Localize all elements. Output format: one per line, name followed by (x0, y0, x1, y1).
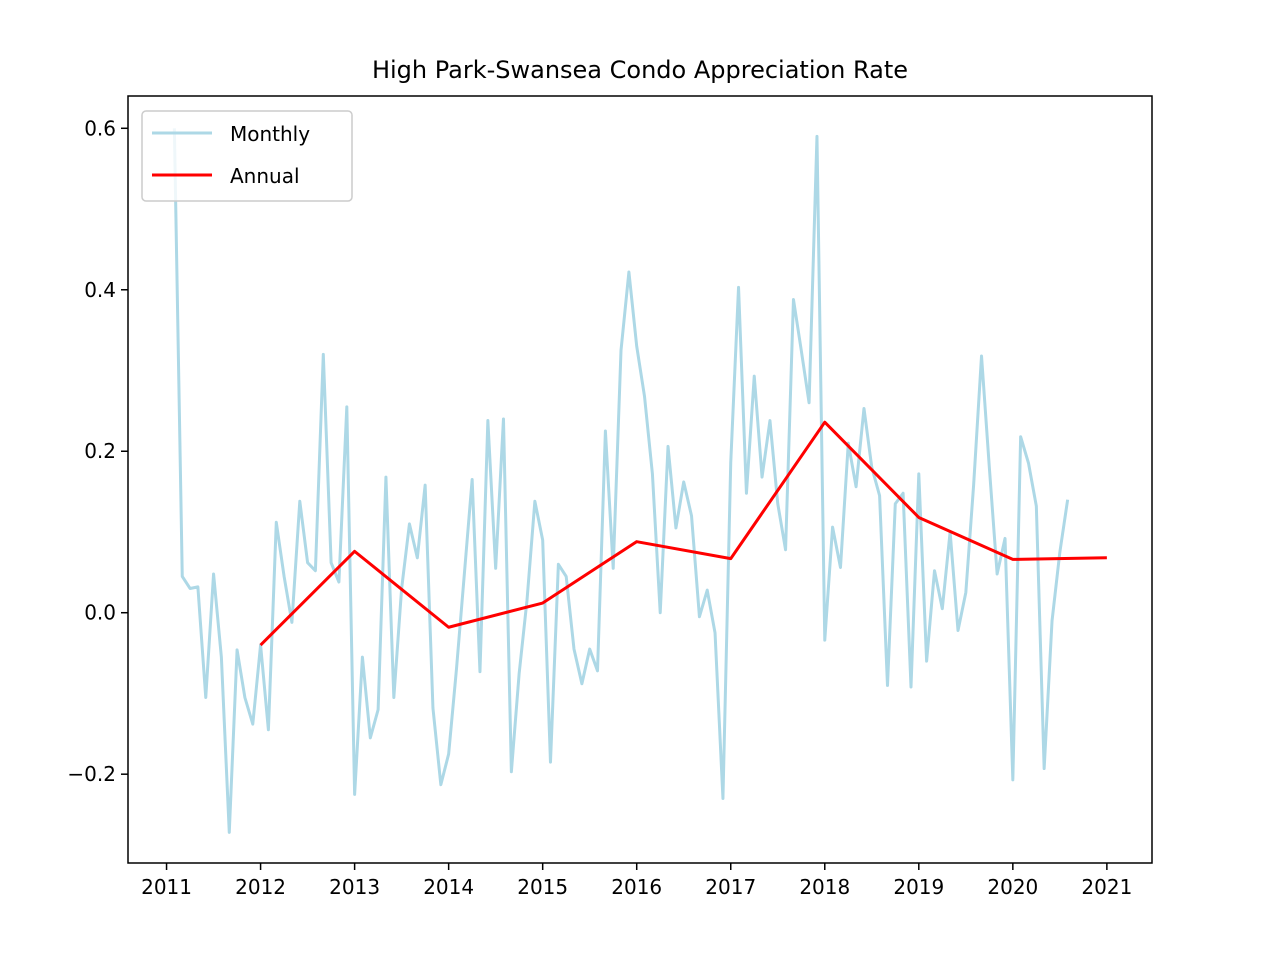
x-tick-label: 2013 (329, 875, 380, 899)
y-tick-label: 0.4 (84, 278, 116, 302)
x-tick-label: 2016 (611, 875, 662, 899)
legend-label-monthly: Monthly (230, 122, 310, 146)
x-tick-label: 2011 (141, 875, 192, 899)
axes-frame (127, 95, 1153, 864)
x-axis: 2011 2012 2013 2014 2015 2016 2017 2018 2019 2020… (141, 863, 1132, 899)
y-tick-label: 0.2 (84, 439, 116, 463)
x-tick-label: 2015 (517, 875, 568, 899)
x-tick-label: 2014 (423, 875, 474, 899)
series-line-monthly (172, 128, 1070, 834)
y-tick-label: −0.2 (67, 762, 116, 786)
x-tick-label: 2017 (705, 875, 756, 899)
x-tick-label: 2018 (799, 875, 850, 899)
chart-title: High Park-Swansea Condo Appreciation Rat… (372, 56, 908, 84)
y-tick-label: 0.6 (84, 116, 116, 140)
series-layer (172, 128, 1107, 834)
x-tick-label: 2019 (893, 875, 944, 899)
y-axis: −0.2 0.0 0.2 0.4 0.6 (67, 116, 128, 786)
legend: Monthly Annual (141, 110, 353, 202)
legend-label-annual: Annual (230, 164, 300, 188)
y-tick-label: 0.0 (84, 601, 116, 625)
x-tick-label: 2012 (235, 875, 286, 899)
plot-area: 2011 2012 2013 2014 2015 2016 2017 2018 2019 2020… (67, 95, 1153, 899)
series-line-annual (259, 420, 1107, 647)
x-tick-label: 2020 (987, 875, 1038, 899)
x-tick-label: 2021 (1081, 875, 1132, 899)
